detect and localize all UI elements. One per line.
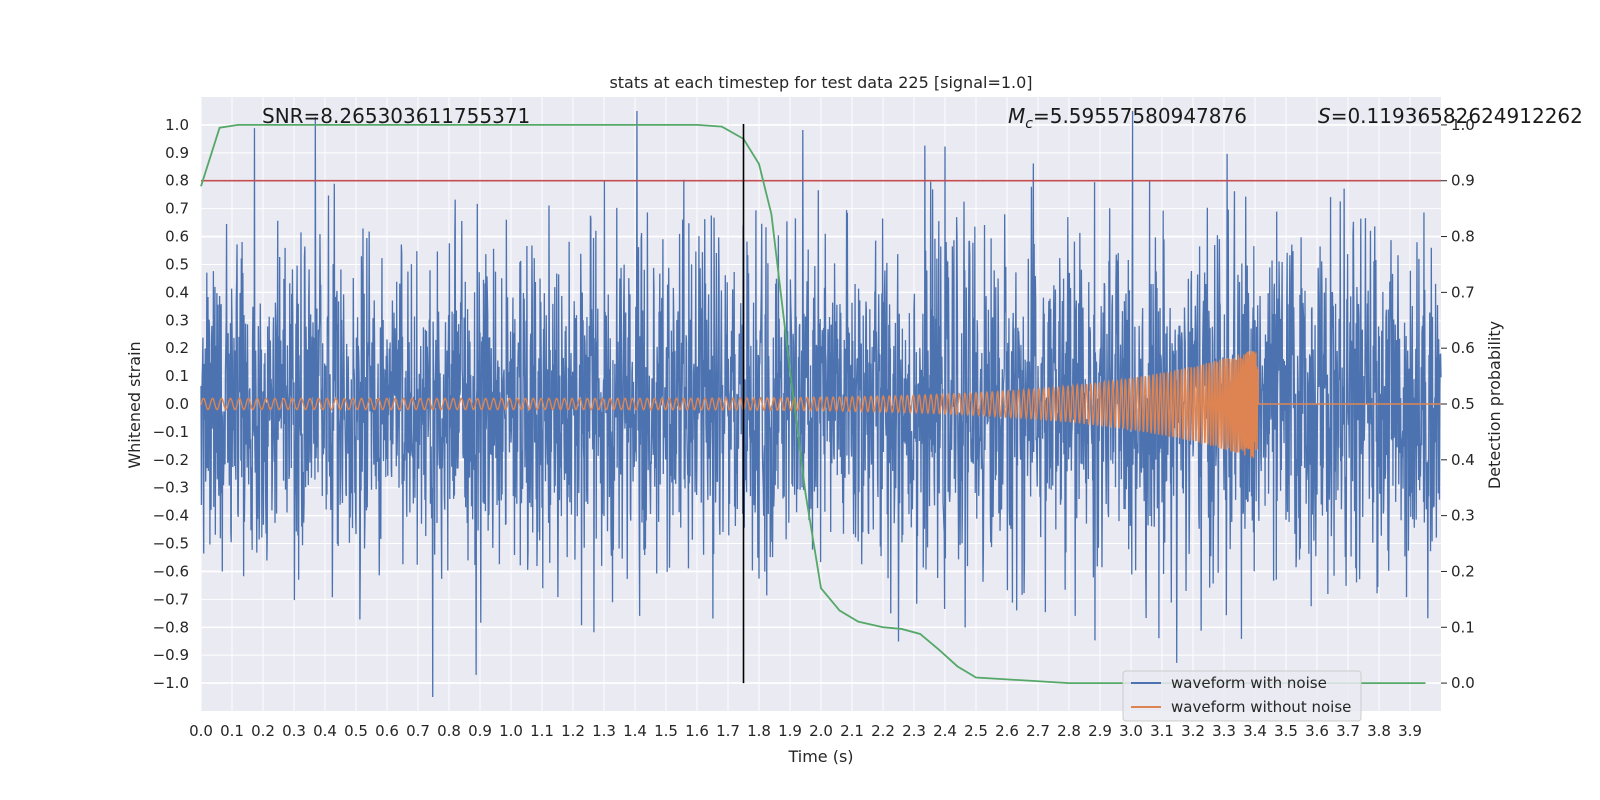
x-tick-label: 3.9 [1398,722,1422,740]
y-tick-label: −0.5 [153,535,189,553]
chirp-mass-subscript: c [1025,116,1033,132]
x-tick-label: 3.1 [1150,722,1174,740]
spin-annotation: S=0.11936582624912262 [1318,104,1583,128]
y2-tick-labels: 1.0 0.9 0.8 0.7 0.6 0.5 0.4 0.3 0.2 0.1 0.0 [1451,116,1475,692]
x-tick-label: 1.1 [530,722,554,740]
x-tick-label: 3.0 [1119,722,1143,740]
x-tick-label: 3.6 [1305,722,1329,740]
y-tick-label: 0.2 [165,339,189,357]
y-tick-label: 0.3 [165,311,189,329]
legend-label-noise: waveform with noise [1171,674,1327,692]
chirp-mass-value: =5.59557580947876 [1033,104,1247,128]
x-tick-label: 2.9 [1088,722,1112,740]
traces [200,110,1442,698]
x-tick-label: 1.0 [499,722,523,740]
x-tick-label: 1.9 [778,722,802,740]
x-tick-label: 2.8 [1057,722,1081,740]
y-tick-label: 0.4 [165,283,189,301]
x-tick-label: 2.5 [964,722,988,740]
x-tick-label: 3.3 [1212,722,1236,740]
x-tick-label: 0.6 [375,722,399,740]
y-tick-label: 1.0 [165,116,189,134]
x-tick-label: 3.7 [1336,722,1360,740]
spin-value: =0.11936582624912262 [1331,104,1583,128]
y-tick-label: 0.6 [165,228,189,246]
y-tick-label: 0.8 [165,172,189,190]
x-tick-label: 2.1 [840,722,864,740]
x-tick-label: 0.8 [437,722,461,740]
y2-tick-label: 0.5 [1451,395,1475,413]
y-tick-label: 0.0 [165,395,189,413]
y-tick-label: −1.0 [153,674,189,692]
legend: waveform with noise waveform without noi… [1122,670,1362,722]
x-tick-label: 3.5 [1274,722,1298,740]
y2-tick-label: 0.2 [1451,562,1475,580]
y2-tick-label: 0.9 [1451,172,1475,190]
y-tick-label: −0.2 [153,451,189,469]
x-tick-label: 0.9 [468,722,492,740]
x-tick-label: 0.0 [189,722,213,740]
x-tick-label: 2.0 [809,722,833,740]
x-tick-label: 1.8 [747,722,771,740]
x-tick-label: 1.4 [623,722,647,740]
x-tick-label: 1.3 [592,722,616,740]
x-tick-label: 2.7 [1026,722,1050,740]
x-tick-label: 2.4 [933,722,957,740]
x-tick-label: 0.5 [344,722,368,740]
spin-symbol: S [1318,104,1331,128]
x-tick-label: 0.4 [313,722,337,740]
y2-tick-label: 0.3 [1451,507,1475,525]
x-tick-labels: 0.0 0.1 0.2 0.3 0.4 0.5 0.6 0.7 0.8 0.9 1.0 1.1 1.2 1… [189,722,1422,740]
chirp-mass-symbol: M [1008,104,1025,128]
y-tick-label: 0.7 [165,200,189,218]
snr-annotation: SNR=8.265303611755371 [262,104,530,128]
y2-tick-label: 0.6 [1451,339,1475,357]
y2-tick-label: 1.0 [1451,116,1475,134]
y2-tick-label: 0.4 [1451,451,1475,469]
legend-label-clean: waveform without noise [1171,698,1351,716]
x-axis-label: Time (s) [787,747,853,766]
y-tick-label: −0.4 [153,507,189,525]
noisy-waveform-line [200,110,1442,698]
chirp-mass-annotation: Mc=5.59557580947876 [1008,104,1247,132]
y-tick-label: −0.6 [153,562,189,580]
x-tick-label: 1.2 [561,722,585,740]
x-tick-label: 2.3 [902,722,926,740]
y-tick-label: −0.1 [153,423,189,441]
y-axis-label: Whitened strain [125,341,144,468]
x-tick-label: 0.3 [282,722,306,740]
x-tick-label: 1.7 [716,722,740,740]
x-tick-label: 0.2 [251,722,275,740]
x-tick-label: 1.5 [654,722,678,740]
x-tick-label: 3.4 [1243,722,1267,740]
x-tick-label: 0.7 [406,722,430,740]
chart-title: stats at each timestep for test data 225… [609,73,1032,92]
x-tick-label: 2.6 [995,722,1019,740]
y2-tick-label: 0.1 [1451,618,1475,636]
x-tick-label: 1.6 [685,722,709,740]
y2-axis-label: Detection probability [1485,321,1504,489]
y-tick-label: 0.5 [165,255,189,273]
y-tick-label: −0.3 [153,479,189,497]
y2-tick-label: 0.0 [1451,674,1475,692]
y-tick-label: −0.8 [153,618,189,636]
y-tick-label: 0.1 [165,367,189,385]
y2-tick-label: 0.7 [1451,283,1475,301]
x-tick-label: 3.2 [1181,722,1205,740]
x-tick-label: 0.1 [220,722,244,740]
y2-tick-label: 0.8 [1451,228,1475,246]
y-tick-label: 0.9 [165,144,189,162]
y-tick-labels: 1.0 0.9 0.8 0.7 0.6 0.5 0.4 0.3 0.2 0.1 0.0 −0.1 −0.… [153,116,189,692]
legend-box [1122,670,1362,722]
clean-waveform-line [200,350,1441,459]
x-tick-label: 2.2 [871,722,895,740]
y-tick-label: −0.9 [153,646,189,664]
detection-probability-line [200,124,1426,684]
y-tick-label: −0.7 [153,590,189,608]
x-tick-label: 3.8 [1367,722,1391,740]
